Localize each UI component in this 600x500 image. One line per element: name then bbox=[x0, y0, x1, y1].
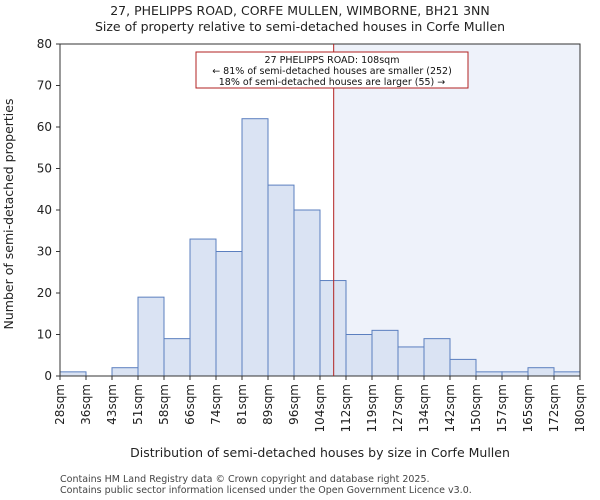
x-axis-label: Distribution of semi-detached houses by … bbox=[130, 445, 510, 460]
x-tick-label: 112sqm bbox=[339, 384, 353, 432]
histogram-bar bbox=[163, 338, 191, 377]
histogram-bar bbox=[397, 346, 425, 377]
y-tick-label: 0 bbox=[44, 369, 52, 383]
x-tick-label: 81sqm bbox=[235, 384, 249, 425]
x-tick-label: 157sqm bbox=[495, 384, 509, 432]
x-tick-label: 134sqm bbox=[417, 384, 431, 432]
histogram-bar bbox=[215, 251, 243, 377]
x-tick-label: 165sqm bbox=[521, 384, 535, 432]
histogram-bar bbox=[293, 209, 321, 377]
x-tick-label: 58sqm bbox=[157, 384, 171, 425]
footer-copyright: Contains HM Land Registry data © Crown c… bbox=[60, 474, 430, 485]
histogram-bar bbox=[371, 329, 399, 377]
x-tick-label: 28sqm bbox=[53, 384, 67, 425]
histogram-bar bbox=[423, 338, 451, 377]
x-tick-label: 104sqm bbox=[313, 384, 327, 432]
histogram-bar bbox=[137, 296, 165, 377]
y-tick-label: 20 bbox=[37, 286, 52, 300]
y-tick-label: 30 bbox=[37, 245, 52, 259]
y-axis-label: Number of semi-detached properties bbox=[1, 99, 16, 330]
histogram-bar bbox=[449, 358, 477, 377]
x-tick-label: 150sqm bbox=[469, 384, 483, 432]
histogram-bar bbox=[527, 367, 555, 377]
x-tick-label: 180sqm bbox=[573, 384, 587, 432]
annotation-box bbox=[195, 51, 469, 89]
x-tick-label: 127sqm bbox=[391, 384, 405, 432]
annotation-line: 27 PHELIPPS ROAD: 108sqm bbox=[265, 55, 400, 66]
histogram-bar bbox=[319, 280, 347, 377]
histogram-bar bbox=[111, 367, 139, 377]
histogram-bar bbox=[189, 238, 217, 377]
histogram-bar bbox=[553, 371, 581, 377]
x-tick-label: 51sqm bbox=[131, 384, 145, 425]
y-tick-label: 70 bbox=[37, 79, 52, 93]
footer-licence: Contains public sector information licen… bbox=[60, 485, 472, 496]
y-tick-label: 80 bbox=[37, 37, 52, 51]
x-tick-label: 74sqm bbox=[209, 384, 223, 425]
larger-region-shade bbox=[333, 44, 580, 376]
histogram-bar bbox=[241, 118, 269, 377]
x-tick-label: 119sqm bbox=[365, 384, 379, 432]
x-tick-label: 36sqm bbox=[79, 384, 93, 425]
annotation-line: ← 81% of semi-detached houses are smalle… bbox=[212, 66, 452, 77]
annotation-line: 18% of semi-detached houses are larger (… bbox=[219, 77, 446, 88]
y-tick-label: 40 bbox=[37, 203, 52, 217]
y-tick-label: 10 bbox=[37, 328, 52, 342]
chart-title-line2: Size of property relative to semi-detach… bbox=[94, 19, 506, 34]
histogram-bar bbox=[345, 334, 373, 377]
histogram-bar bbox=[475, 371, 503, 377]
x-tick-label: 96sqm bbox=[287, 384, 301, 425]
histogram-bar bbox=[59, 371, 87, 377]
y-tick-label: 60 bbox=[37, 120, 52, 134]
x-tick-label: 89sqm bbox=[261, 384, 275, 425]
x-tick-label: 172sqm bbox=[547, 384, 561, 432]
chart-title-line1: 27, PHELIPPS ROAD, CORFE MULLEN, WIMBORN… bbox=[110, 3, 490, 18]
y-tick-label: 50 bbox=[37, 162, 52, 176]
x-tick-label: 43sqm bbox=[105, 384, 119, 425]
x-tick-label: 142sqm bbox=[443, 384, 457, 432]
histogram-bar bbox=[267, 184, 295, 377]
x-tick-label: 66sqm bbox=[183, 384, 197, 425]
histogram-bar bbox=[501, 371, 529, 377]
